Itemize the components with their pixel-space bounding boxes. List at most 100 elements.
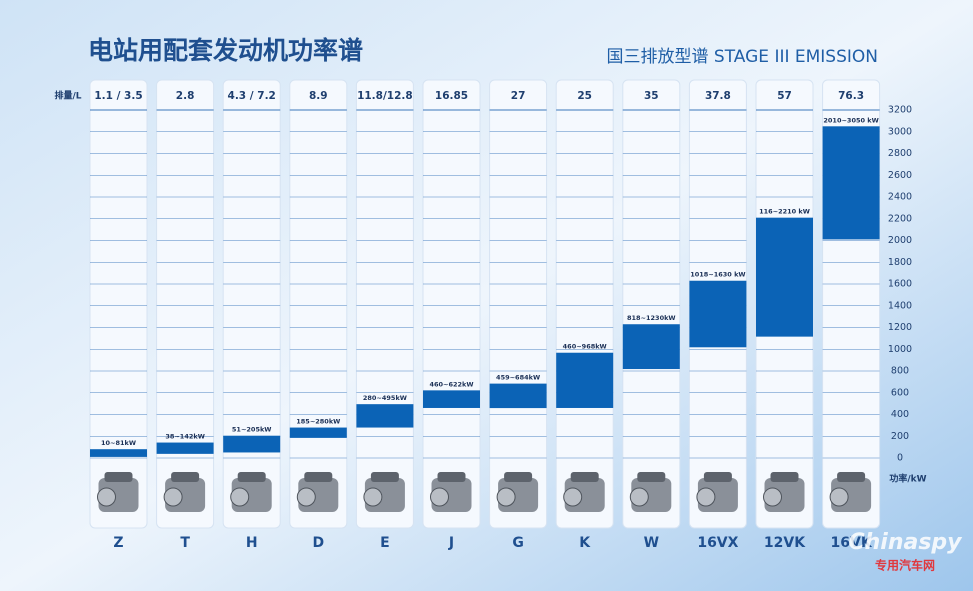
engine-wheel [163, 487, 183, 507]
range-bar [223, 435, 281, 453]
range-bar [689, 280, 747, 348]
range-label: 10~81kW [101, 439, 136, 447]
x-tick-label: 16VX [697, 535, 738, 551]
range-label: 459~684kW [496, 374, 540, 382]
engine-top [304, 472, 333, 482]
displacement-label: 25 [577, 90, 592, 102]
engine-wheel [97, 487, 116, 507]
displacement-label: 2.8 [176, 90, 195, 102]
column [89, 79, 148, 529]
x-tick-label: K [579, 535, 591, 551]
engine-wheel [696, 487, 716, 507]
engine-wheel [629, 487, 649, 507]
range-label: 51~205kW [232, 426, 272, 434]
column [622, 79, 681, 529]
watermark: 专用汽车网 [875, 558, 935, 573]
range-bar [622, 324, 680, 370]
displacement-label: 11.8/12.8 [357, 90, 413, 102]
range-label: 116~2210 kW [759, 208, 810, 216]
category-axis-label: 排量/L [54, 90, 81, 102]
engine-wheel [763, 487, 782, 507]
range-bar [289, 427, 347, 438]
engine-wheel [563, 487, 583, 507]
engine-wheel [829, 487, 849, 507]
x-tick-label: G [512, 535, 524, 551]
y-tick-label: 1000 [888, 344, 912, 355]
engine-image [230, 472, 272, 512]
range-label: 460~622kW [429, 380, 473, 388]
x-tick-label: 12VK [764, 535, 806, 551]
engine-image [97, 472, 139, 512]
y-tick-label: 2600 [888, 170, 912, 181]
x-tick-label: E [380, 535, 390, 551]
range-bar [356, 404, 414, 428]
y-tick-label: 1600 [888, 279, 912, 290]
engine-image [363, 472, 405, 512]
range-label: 1018~1630 kW [690, 271, 745, 279]
displacement-label: 76.3 [838, 90, 864, 102]
displacement-label: 37.8 [705, 90, 731, 102]
chart-subtitle: 国三排放型谱 STAGE III EMISSION [607, 47, 878, 67]
x-tick-label: H [246, 535, 258, 551]
y-tick-label: 1400 [888, 300, 912, 311]
engine-top [837, 472, 866, 482]
range-bar [90, 449, 147, 457]
engine-image [696, 472, 738, 512]
engine-top [770, 472, 799, 482]
y-tick-label: 2800 [888, 148, 912, 159]
column [355, 79, 414, 529]
range-bar [756, 217, 813, 337]
range-label: 280~495kW [363, 394, 407, 402]
y-tick-label: 600 [891, 387, 909, 398]
x-tick-label: Z [113, 535, 123, 551]
y-tick-label: 1800 [888, 257, 912, 268]
range-bar [556, 352, 614, 408]
y-tick-label: 0 [897, 453, 903, 464]
range-label: 2010~3050 kW [823, 116, 878, 124]
engine-image [763, 472, 805, 512]
engine-image [163, 472, 206, 512]
engine-image [296, 472, 339, 512]
engine-top [504, 472, 533, 482]
x-tick-label: W [644, 535, 659, 551]
engine-wheel [496, 487, 516, 507]
engine-image [496, 472, 539, 512]
displacement-label: 57 [777, 90, 792, 102]
y-tick-label: 2000 [888, 235, 912, 246]
engine-top [570, 472, 599, 482]
y-tick-label: 2200 [888, 213, 912, 224]
engine-top [703, 472, 732, 482]
y-tick-label: 400 [891, 409, 909, 420]
column [222, 79, 281, 529]
displacement-label: 8.9 [309, 90, 328, 102]
x-tick-label: J [448, 535, 454, 551]
engine-top [370, 472, 399, 482]
x-tick-label: D [312, 535, 324, 551]
y-tick-label: 3200 [888, 105, 912, 116]
range-bar [822, 126, 880, 240]
column [289, 79, 348, 529]
range-label: 38~142kW [165, 433, 205, 441]
engine-wheel [363, 487, 383, 507]
range-label: 818~1230kW [627, 314, 676, 322]
range-bar [156, 442, 214, 454]
displacement-label: 16.85 [435, 90, 468, 102]
range-bar [489, 383, 547, 409]
range-bar [423, 390, 480, 408]
engine-image [829, 472, 872, 512]
engine-image [563, 472, 605, 512]
y-tick-label: 800 [891, 366, 909, 377]
displacement-label: 4.3 / 7.2 [228, 90, 276, 102]
chart-title: 电站用配套发动机功率谱 [88, 36, 363, 65]
column [555, 79, 614, 529]
displacement-label: 1.1 / 3.5 [94, 90, 142, 102]
engine-top [637, 472, 666, 482]
y-tick-label: 200 [891, 431, 909, 442]
engine-image [430, 472, 472, 512]
engine-wheel [296, 487, 316, 507]
column [422, 79, 481, 529]
y-tick-label: 2400 [888, 192, 912, 203]
x-tick-label: T [180, 535, 190, 551]
engine-image [629, 472, 672, 512]
